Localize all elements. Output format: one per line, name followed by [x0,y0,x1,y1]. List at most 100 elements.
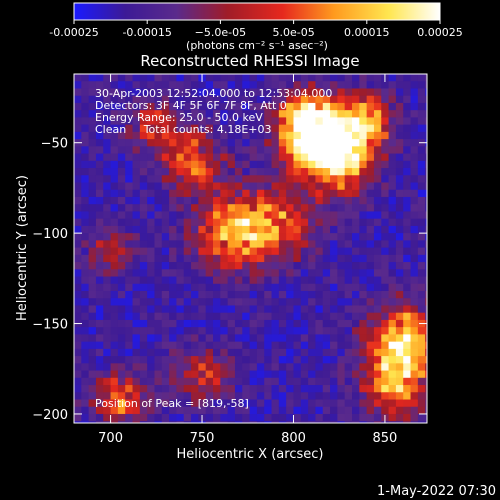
heatmap-pixel [366,356,375,364]
heatmap-pixel [154,348,163,357]
heatmap-pixel [147,247,156,256]
heatmap-pixel [249,218,258,227]
heatmap-pixel [183,406,192,415]
heatmap-pixel [176,276,185,285]
heatmap-pixel [242,189,251,198]
heatmap-pixel [88,334,97,343]
heatmap-pixel [373,247,382,256]
heatmap-pixel [154,160,163,169]
heatmap-pixel [344,168,353,176]
heatmap-pixel [388,225,397,234]
heatmap-pixel [161,95,170,104]
heatmap-pixel [264,276,273,285]
heatmap-pixel [425,341,427,350]
heatmap-pixel [88,175,97,184]
heatmap-pixel [198,290,207,299]
heatmap-pixel [81,168,90,176]
heatmap-pixel [322,95,331,104]
heatmap-pixel [191,95,199,104]
heatmap-pixel [388,334,397,343]
heatmap-pixel [213,377,221,386]
heatmap-pixel [264,298,273,307]
heatmap-pixel [176,305,185,314]
heatmap-pixel [286,131,295,140]
heatmap-pixel [256,117,265,126]
heatmap-pixel [154,196,163,205]
heatmap-pixel [256,348,265,357]
heatmap-pixel [242,327,251,335]
heatmap-pixel [249,399,258,408]
heatmap-pixel [366,102,375,111]
heatmap-pixel [88,74,97,82]
heatmap-pixel [125,153,134,162]
heatmap-pixel [352,377,360,386]
heatmap-pixel [110,385,119,393]
heatmap-pixel [161,254,170,263]
heatmap-pixel [425,233,427,241]
heatmap-pixel [388,102,397,111]
heatmap-pixel [176,131,185,140]
heatmap-pixel [183,81,192,90]
heatmap-pixel [359,204,368,213]
heatmap-pixel [117,153,126,162]
heatmap-pixel [103,117,112,126]
heatmap-pixel [373,175,382,184]
heatmap-pixel [315,370,324,379]
heatmap-pixel [381,168,390,176]
heatmap-pixel [169,348,178,357]
heatmap-pixel [410,290,419,299]
heatmap-pixel [256,131,265,140]
heatmap-pixel [308,204,317,213]
heatmap-pixel [154,290,163,299]
heatmap-pixel [300,290,309,299]
heatmap-pixel [74,240,82,249]
heatmap-pixel [220,189,229,198]
heatmap-pixel [300,254,309,263]
colorbar-tick-label: 5.0e-05 [272,26,314,39]
heatmap-pixel [271,312,280,321]
heatmap-pixel [117,88,126,97]
heatmap-pixel [110,356,119,364]
heatmap-pixel [220,124,229,133]
heatmap-pixel [161,363,170,372]
heatmap-pixel [220,341,229,350]
heatmap-pixel [388,305,397,314]
heatmap-pixel [205,211,214,220]
heatmap-pixel [81,95,90,104]
heatmap-pixel [344,348,353,357]
heatmap-pixel [103,240,112,249]
heatmap-pixel [169,305,178,314]
heatmap-pixel [286,247,295,256]
heatmap-pixel [74,262,82,270]
heatmap-pixel [337,117,346,126]
heatmap-pixel [293,276,302,285]
heatmap-pixel [249,110,258,118]
heatmap-pixel [359,254,368,263]
heatmap-pixel [161,146,170,155]
heatmap-pixel [344,117,353,126]
heatmap-pixel [198,298,207,307]
heatmap-pixel [81,139,90,147]
heatmap-pixel [425,95,427,104]
heatmap-pixel [286,204,295,213]
heatmap-pixel [322,225,331,234]
heatmap-pixel [359,160,368,169]
heatmap-pixel [220,363,229,372]
heatmap-pixel [293,175,302,184]
heatmap-pixel [213,269,221,278]
heatmap-pixel [249,240,258,249]
heatmap-pixel [381,117,390,126]
heatmap-pixel [278,276,287,285]
heatmap-pixel [286,124,295,133]
heatmap-pixel [169,283,178,292]
heatmap-pixel [249,262,258,270]
heatmap-pixel [271,413,280,422]
heatmap-pixel [220,377,229,386]
heatmap-pixel [139,392,148,401]
heatmap-pixel [264,175,273,184]
heatmap-pixel [286,298,295,307]
heatmap-pixel [403,218,412,227]
heatmap-pixel [95,283,104,292]
colorbar-tick-label: -0.00015 [122,26,171,39]
heatmap-pixel [95,204,104,213]
